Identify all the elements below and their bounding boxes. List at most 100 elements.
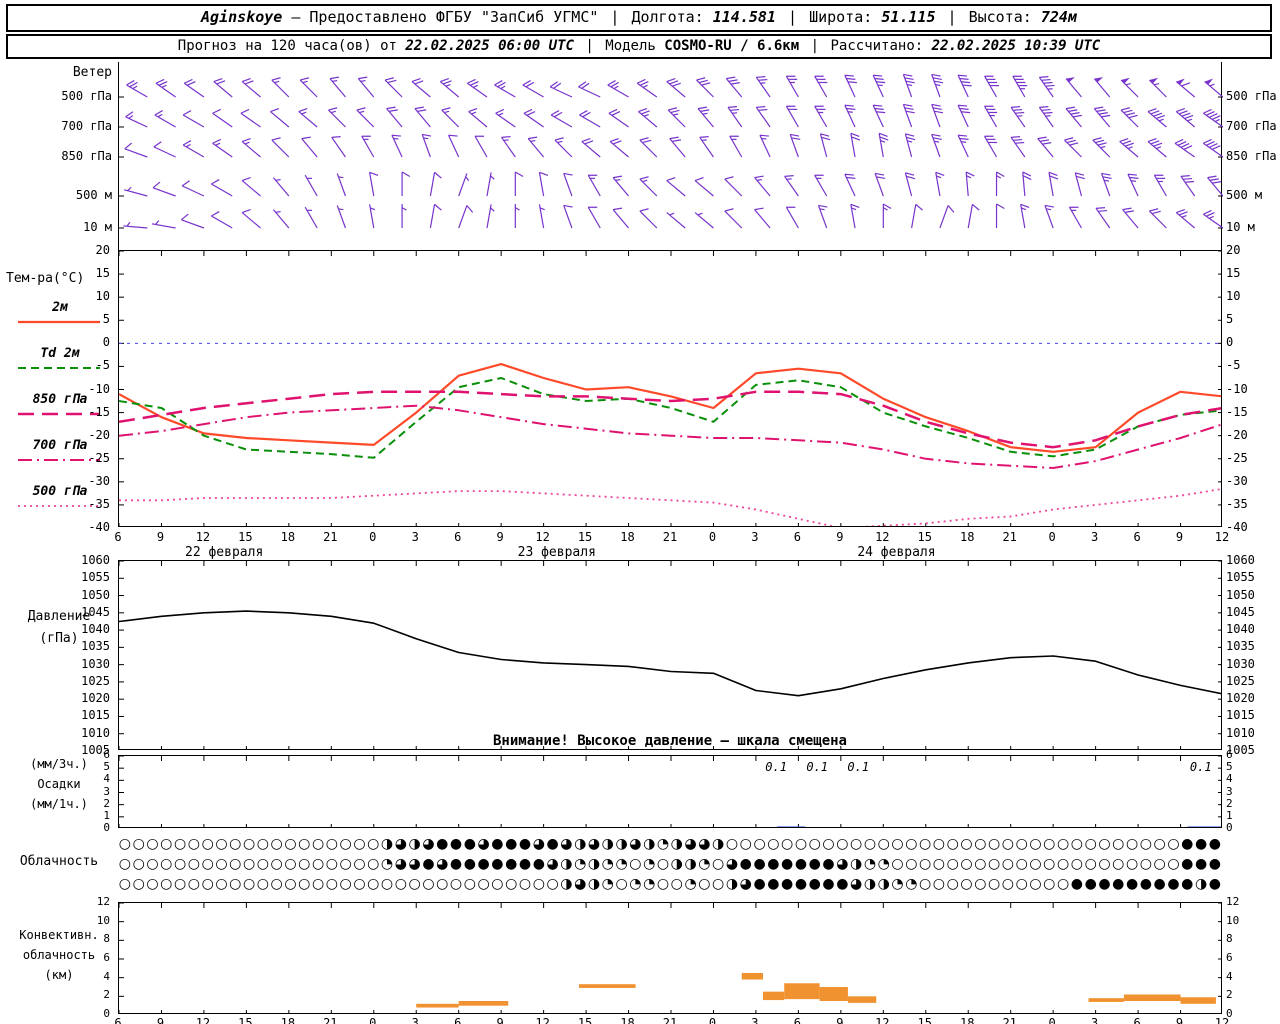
station-name: Aginskoye xyxy=(201,8,283,26)
cloud-cover-symbol: ◑ xyxy=(670,836,683,852)
cloud-cover-symbol: ○ xyxy=(173,876,187,892)
cloud-cover-symbol: ○ xyxy=(863,836,877,852)
precip-ytick-left: 3 xyxy=(103,784,110,798)
cloud-cover-symbol: ○ xyxy=(187,876,200,892)
cloud-cover-symbol: ○ xyxy=(1015,856,1028,872)
cloud-cover-symbol: ○ xyxy=(919,876,932,892)
hour-tick-label: 12 xyxy=(1214,1016,1230,1024)
cloud-cover-symbol: ◔ xyxy=(877,856,890,872)
cloud-cover-symbol: ◑ xyxy=(725,876,739,892)
separator: | xyxy=(585,38,594,54)
cloud-cover-symbol: ◕ xyxy=(436,856,449,872)
hour-tick-label: 15 xyxy=(238,1016,253,1024)
pressure-ytick-left: 1010 xyxy=(81,725,110,740)
cloud-cover-symbol: ○ xyxy=(408,876,421,892)
cloud-cover-symbol: ● xyxy=(808,876,821,892)
hour-tick-label: 0 xyxy=(369,530,377,544)
conv-ytick-left: 6 xyxy=(103,951,110,964)
cloud-cover-symbol: ◔ xyxy=(643,876,656,892)
temp-ytick-right: 5 xyxy=(1226,312,1234,327)
cloud-cover-symbol: ○ xyxy=(1015,876,1028,892)
pressure-ytick-right: 1045 xyxy=(1226,604,1255,619)
hour-tick-label: 21 xyxy=(662,1016,678,1024)
cloud-cover-symbol: ● xyxy=(1208,856,1221,872)
cloud-cover-symbol: ◑ xyxy=(684,856,697,872)
precip-ytick-right: 0 xyxy=(1226,821,1233,834)
separator: | xyxy=(788,8,798,26)
cloud-cover-symbol: ○ xyxy=(1167,856,1180,872)
cloud-cover-symbol: ◑ xyxy=(712,836,725,852)
cloud-cover-symbol: ● xyxy=(1181,836,1194,852)
precip-ytick-left: 5 xyxy=(103,760,110,774)
cloud-cover-symbol: ○ xyxy=(325,876,338,892)
hour-tick-label: 21 xyxy=(1002,1016,1017,1024)
cloud-cover-symbol: ○ xyxy=(1098,836,1111,852)
cloud-cover-symbol: ● xyxy=(532,856,545,872)
cloud-cover-symbol: ○ xyxy=(794,836,808,852)
pressure-ytick-right: 1040 xyxy=(1226,622,1255,637)
hour-tick-label: 6 xyxy=(454,1016,462,1024)
cloud-cover-symbol: ○ xyxy=(477,876,490,892)
cloud-cover-symbol: ● xyxy=(1181,876,1194,892)
cloud-cover-symbol: ○ xyxy=(256,836,269,852)
conv-ytick-right: 2 xyxy=(1226,988,1233,1002)
conv-ytick-right: 8 xyxy=(1226,932,1233,946)
temp-axis-title: Тем-ра(°C) xyxy=(6,271,85,286)
cloud-cover-symbol: ○ xyxy=(891,836,904,852)
legend-line-sample-td2m xyxy=(18,367,100,369)
cloud-cover-symbol: ○ xyxy=(284,856,297,872)
hour-tick-label: 3 xyxy=(1090,530,1099,544)
temp-ytick-left: -30 xyxy=(88,473,110,488)
temp-ytick-right: 20 xyxy=(1226,243,1241,257)
pressure-ytick-left: 1025 xyxy=(81,673,110,688)
calc-time-value: 22.02.2025 10:39 UTC xyxy=(931,38,1101,54)
hour-tick-label: 12 xyxy=(535,1016,550,1024)
legend-label-td2m: Td 2м xyxy=(40,346,80,361)
cloud-cover-symbol: ○ xyxy=(919,836,932,852)
cloud-cover-symbol: ● xyxy=(1167,876,1180,892)
cloud-cover-symbol: ○ xyxy=(905,856,918,872)
hour-tick-label: 12 xyxy=(1214,530,1230,544)
hour-tick-label: 12 xyxy=(875,530,890,544)
pressure-ytick-right: 1030 xyxy=(1226,656,1255,671)
precip-ytick-left: 2 xyxy=(103,796,110,810)
cloud-cover-symbol: ◕ xyxy=(684,836,697,852)
cloud-cover-symbol: ○ xyxy=(146,836,159,852)
cloud-cover-symbol: ◕ xyxy=(477,836,490,852)
cloud-cover-symbol: ○ xyxy=(256,856,269,872)
cloud-cover-symbol: ○ xyxy=(505,876,518,892)
latitude-value: 51.115 xyxy=(881,8,936,26)
cloud-cover-symbol: ○ xyxy=(1084,836,1097,852)
longitude-value: 114.581 xyxy=(712,8,776,26)
cloud-cover-symbol: ● xyxy=(422,856,435,872)
hour-tick-label: 3 xyxy=(1090,1016,1099,1024)
header-dash: — xyxy=(291,8,301,26)
precip-ytick-left: 6 xyxy=(103,748,110,761)
cloud-cover-symbol: ○ xyxy=(932,836,946,852)
cloud-cover-symbol: ● xyxy=(463,836,476,852)
temp-ytick-right: -25 xyxy=(1226,450,1248,465)
pressure-ytick-left: 1055 xyxy=(81,570,110,585)
wind-level-label-right: 500 гПа xyxy=(1226,89,1277,103)
cloud-cover-symbol: ◑ xyxy=(560,856,573,872)
cloud-row-upper: ○ ○ ○ ○ ○ ○ ○ ○ ○ ○ ○ ○ ○ ○ ○ ○ ○ ○ ○ ◑ ◕ ◑ ◕ ● ● ● ◕ ● ● ● ◕ ● ◕ ◑ ◕ ◑ ◑ ◕ ◑ ◔… xyxy=(118,834,1222,854)
hour-tick-label: 9 xyxy=(836,530,844,544)
cloud-cover-symbol: ● xyxy=(518,856,532,872)
model-name: COSMO-RU xyxy=(664,38,732,54)
cloud-cover-symbol: ● xyxy=(781,856,794,872)
temp-ytick-left: 20 xyxy=(95,243,110,257)
legend-label-700: 700 гПа xyxy=(32,438,88,453)
cloud-cover-symbol: ◑ xyxy=(587,876,601,892)
cloud-cover-symbol: ● xyxy=(781,876,794,892)
hour-tick-label: 18 xyxy=(280,530,296,544)
hour-tick-label: 9 xyxy=(156,530,165,544)
cloud-cover-symbol: ○ xyxy=(725,836,739,852)
cloud-cover-symbol: ◔ xyxy=(863,856,877,872)
temp-ytick-right: 15 xyxy=(1226,266,1241,281)
cloud-cover-symbol: ● xyxy=(1084,876,1097,892)
temp-ytick-left: -10 xyxy=(88,381,110,396)
cloud-cover-symbol: ○ xyxy=(339,876,352,892)
cloud-row-middle: ○ ○ ○ ○ ○ ○ ○ ○ ○ ○ ○ ○ ○ ○ ○ ○ ○ ○ ○ ◔ ◕ ◕ ● ◕ ● ● ● ● ● ● ● ◕ ◑ ◔ ◑ ◔ ◔ ○ ◔ ○… xyxy=(118,854,1222,874)
pressure-ytick-right: 1010 xyxy=(1226,725,1255,740)
